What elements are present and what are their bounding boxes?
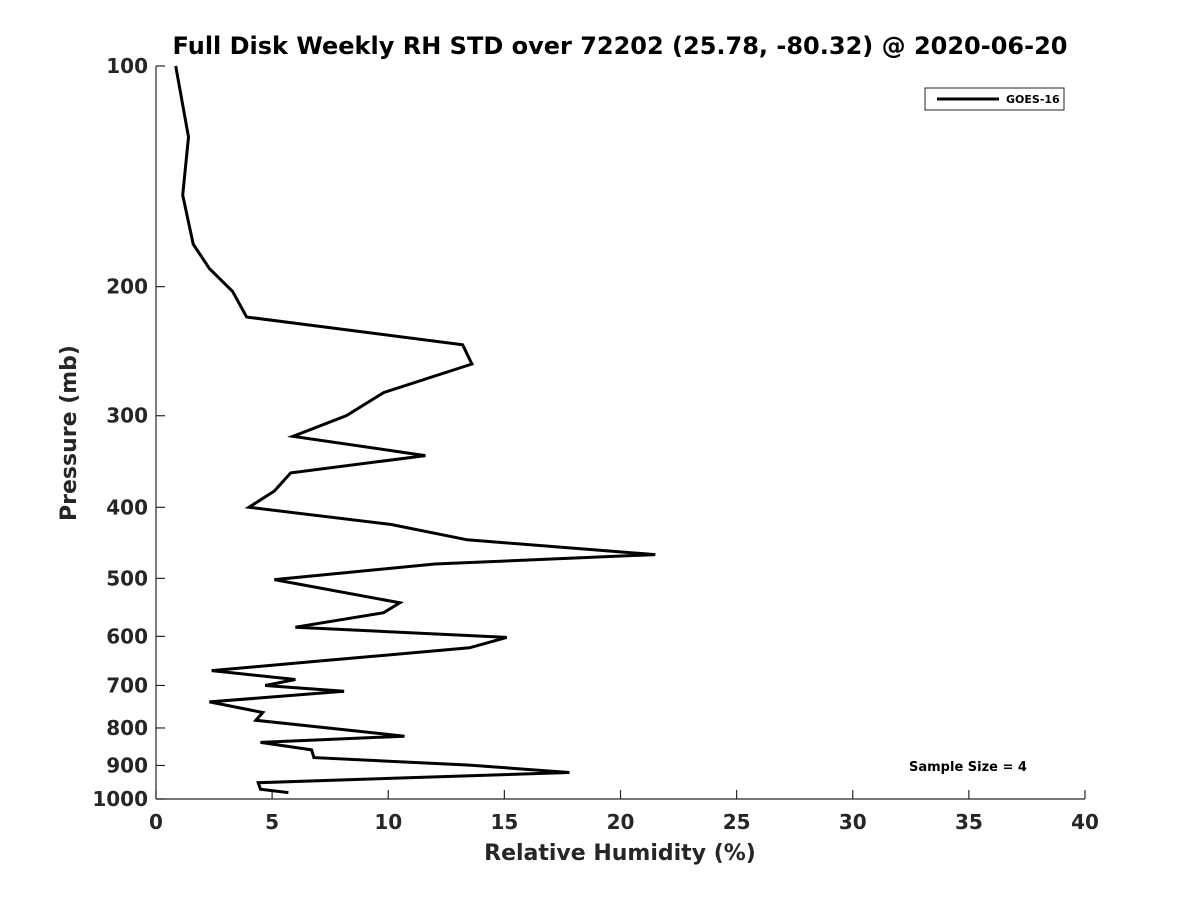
y-tick-label: 800: [106, 716, 148, 740]
x-tick-label: 30: [839, 810, 867, 834]
axes: 0 5 10 15 20 25 30 35 40 100 200 300 400 500 600 700 800…: [92, 54, 1099, 834]
chart-title: Full Disk Weekly RH STD over 72202 (25.7…: [173, 32, 1068, 60]
y-tick-label: 1000: [92, 787, 148, 811]
y-tick-label: 100: [106, 54, 148, 78]
y-tick-label: 600: [106, 624, 148, 648]
x-tick-label: 0: [149, 810, 163, 834]
y-tick-label: 700: [106, 673, 148, 697]
y-tick-label: 200: [106, 275, 148, 299]
series-line-goes-16: [174, 65, 656, 795]
x-tick-label: 15: [490, 810, 518, 834]
legend-label: GOES-16: [1006, 93, 1060, 106]
series-group: [174, 65, 656, 795]
y-axis-label: Pressure (mb): [57, 345, 82, 521]
x-axis-label: Relative Humidity (%): [484, 841, 756, 866]
x-tick-label: 25: [723, 810, 751, 834]
x-tick-label: 40: [1071, 810, 1099, 834]
y-tick-label: 500: [106, 566, 148, 590]
x-tick-label: 35: [955, 810, 983, 834]
sample-size-annotation: Sample Size = 4: [909, 760, 1027, 775]
x-tick-label: 5: [265, 810, 279, 834]
x-tick-label: 20: [607, 810, 635, 834]
x-tick-label: 10: [374, 810, 402, 834]
y-tick-label: 400: [106, 495, 148, 519]
legend: GOES-16: [924, 87, 1065, 111]
y-tick-label: 900: [106, 753, 148, 777]
y-tick-label: 300: [106, 404, 148, 428]
